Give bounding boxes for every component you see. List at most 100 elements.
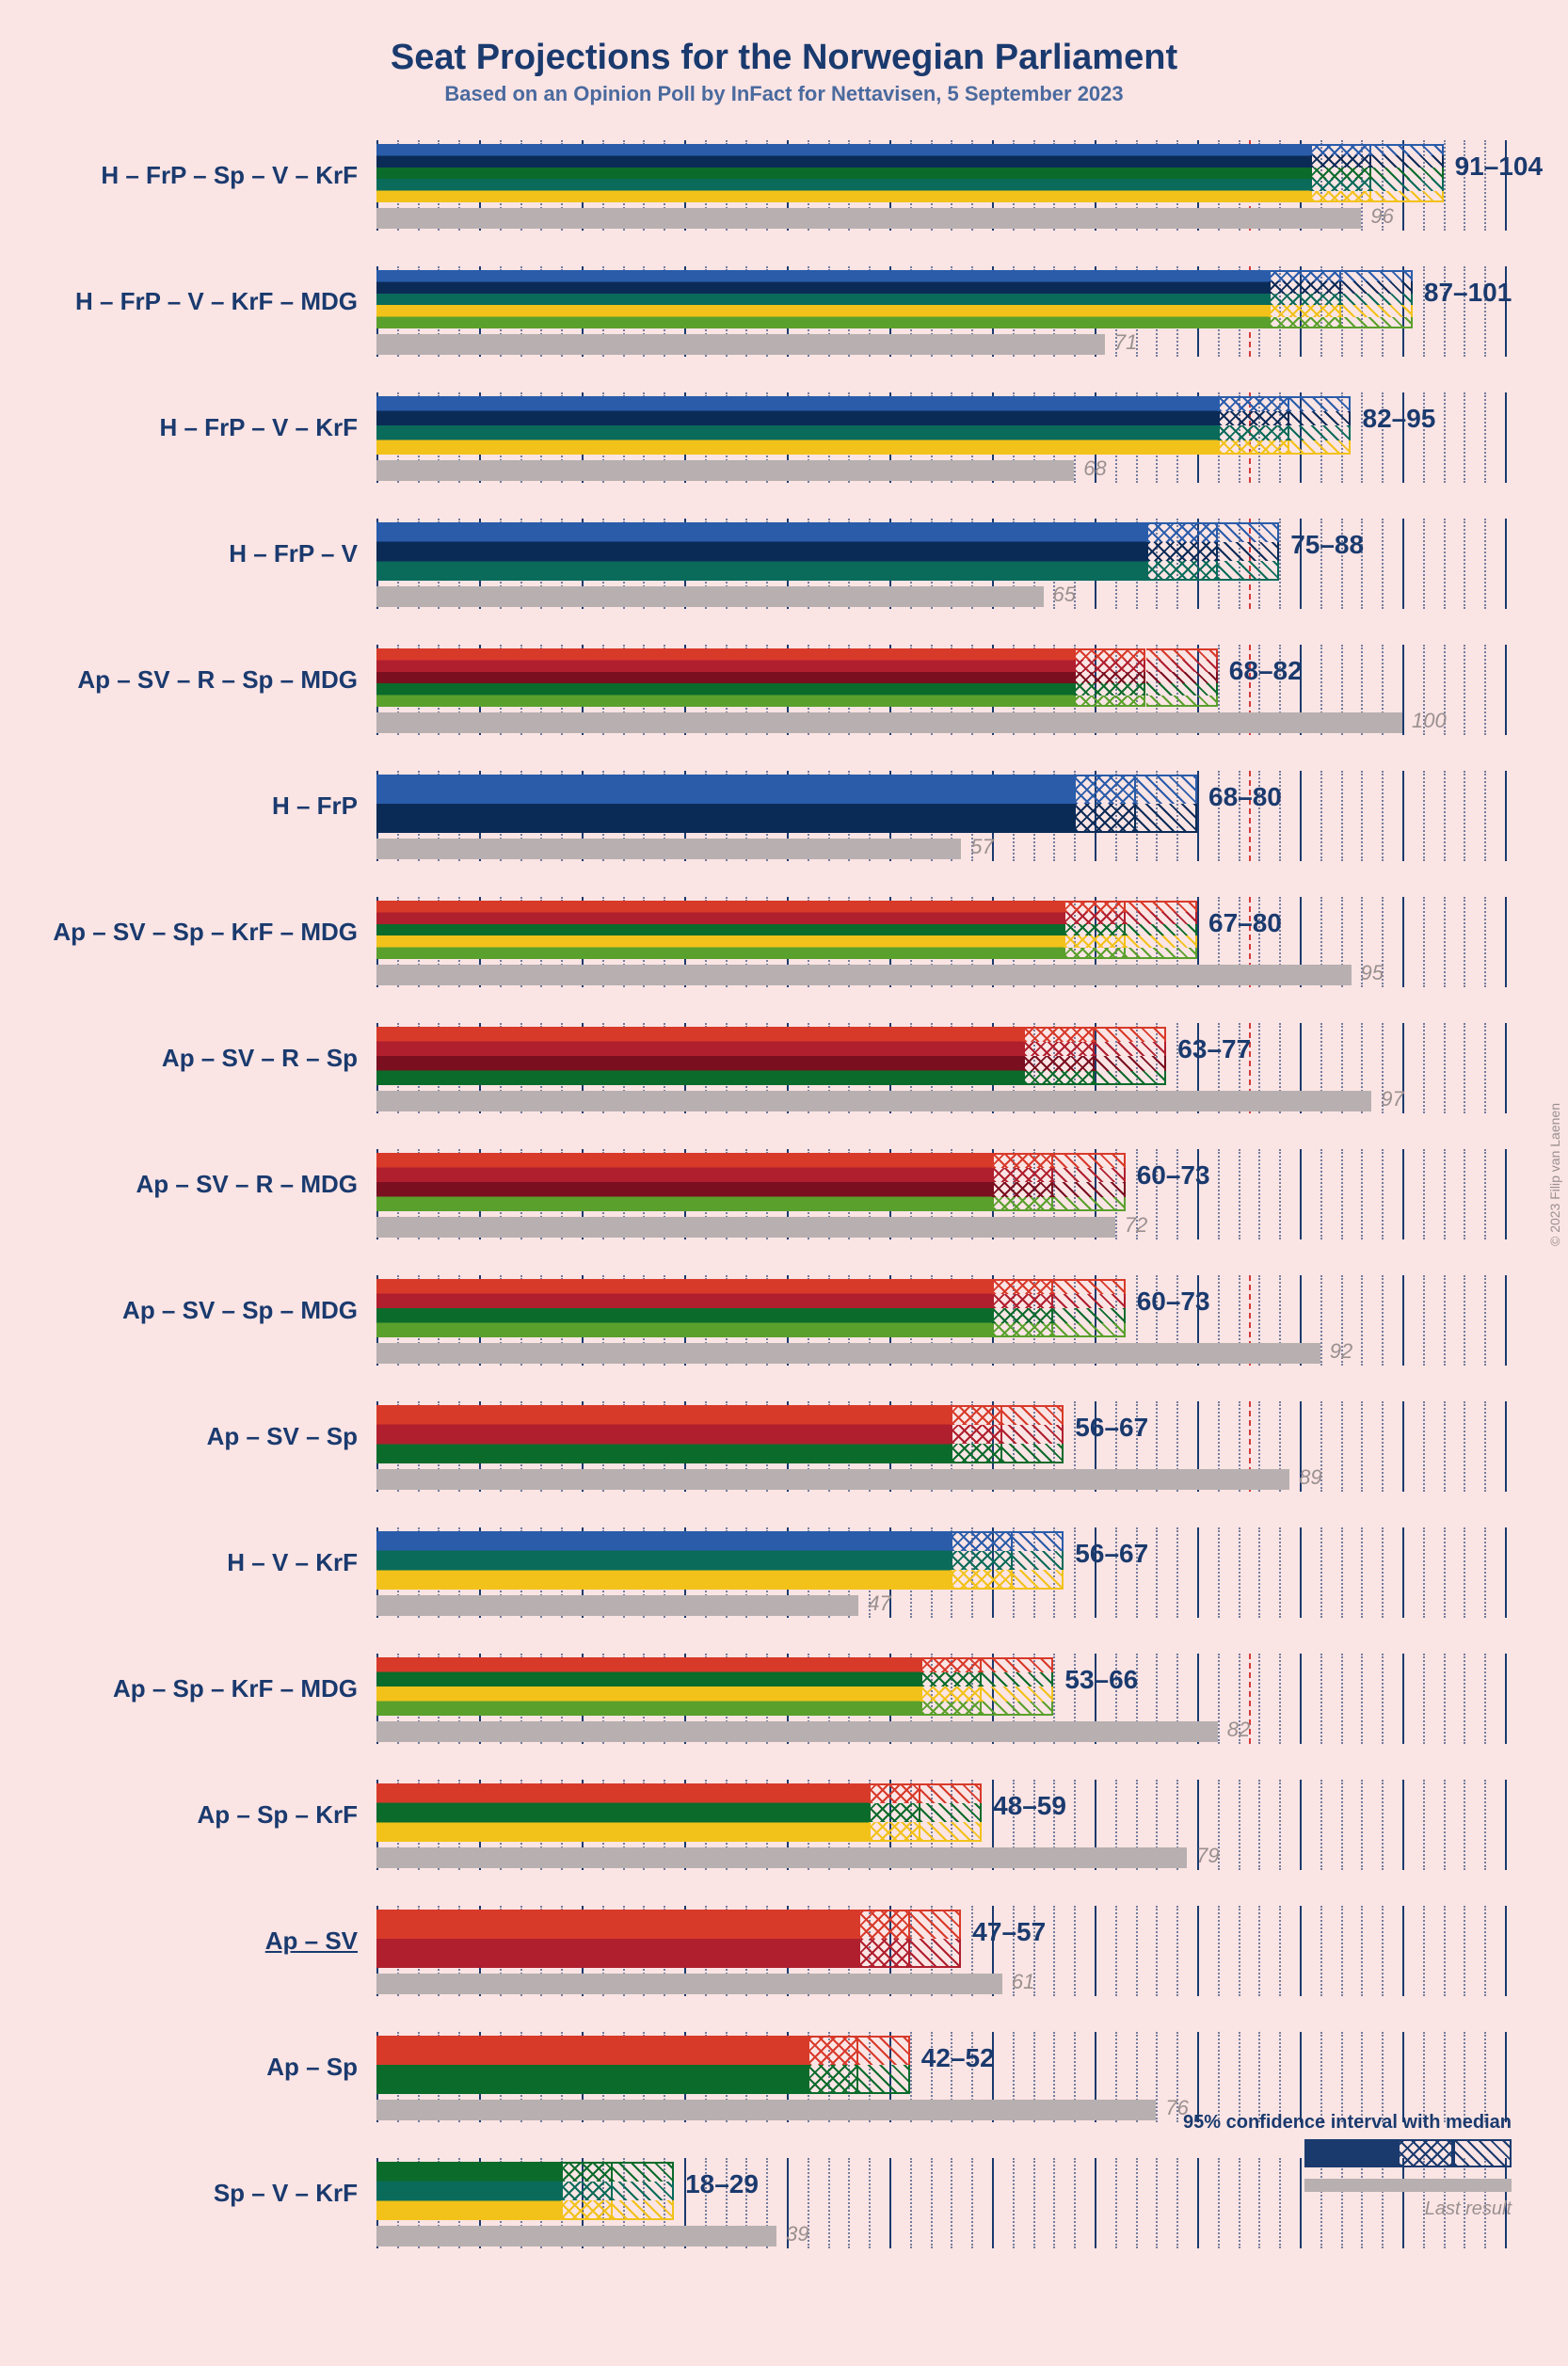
ci-low-median	[1269, 294, 1340, 305]
ci-low-median	[1310, 191, 1371, 202]
ci-median-high	[1095, 1056, 1166, 1071]
coalition-row: Ap – Sp – KrF48–5979	[376, 1772, 1506, 1898]
range-value: 42–52	[921, 2043, 995, 2073]
last-result-value: 68	[1083, 456, 1106, 481]
ci-median-high	[858, 2036, 910, 2065]
last-result-value: 72	[1125, 1213, 1147, 1238]
ci-median-high	[613, 2200, 674, 2220]
coalition-label: Ap – SV – Sp	[207, 1422, 358, 1451]
coalition-row: H – FrP – V – KrF82–9568	[376, 385, 1506, 511]
ci-median-high	[1146, 648, 1218, 660]
last-result-value: 82	[1227, 1718, 1250, 1742]
ci-median-high	[1126, 935, 1197, 947]
ci-median-high	[1146, 695, 1218, 707]
ci-low-median	[920, 1657, 982, 1672]
ci-median-high	[1289, 440, 1351, 456]
ci-low-median	[1074, 804, 1135, 833]
coalition-row: Ap – SV – R – Sp – MDG68–82100	[376, 637, 1506, 763]
range-value: 47–57	[972, 1917, 1046, 1947]
range-value: 18–29	[685, 2169, 759, 2199]
ci-median-high	[1371, 168, 1443, 179]
ci-low-median	[858, 1939, 910, 1968]
ci-median-high	[1136, 775, 1197, 804]
last-result-bar	[376, 712, 1402, 733]
last-result-value: 95	[1361, 961, 1384, 985]
coalition-row: Ap – SV – R – Sp63–7797	[376, 1015, 1506, 1142]
ci-median-high	[1341, 317, 1413, 328]
ci-low-median	[869, 1822, 920, 1842]
projection-bar	[376, 396, 1218, 455]
projection-bar	[376, 144, 1310, 202]
ci-low-median	[951, 1570, 1012, 1590]
ci-low-median	[808, 2036, 859, 2065]
legend-last-label: Last result	[1183, 2198, 1512, 2220]
ci-median-high	[1053, 1182, 1125, 1197]
last-result-bar	[376, 1091, 1371, 1111]
coalition-row: H – FrP – Sp – V – KrF91–10496	[376, 133, 1506, 259]
ci-low-median	[1218, 396, 1289, 411]
ci-median-high	[1053, 1308, 1125, 1323]
ci-low-median	[869, 1803, 920, 1823]
range-value: 91–104	[1455, 152, 1543, 182]
projection-bar	[376, 522, 1146, 581]
coalition-label: Ap – Sp	[266, 2053, 358, 2082]
projection-bar	[376, 1531, 951, 1590]
projection-bar	[376, 2036, 808, 2094]
ci-median-high	[1146, 672, 1218, 683]
ci-median-high	[1053, 1279, 1125, 1294]
last-result-value: 89	[1299, 1465, 1321, 1490]
projection-bar	[376, 1279, 992, 1337]
range-value: 60–73	[1137, 1287, 1210, 1317]
last-result-bar	[376, 1469, 1289, 1490]
ci-low-median	[1064, 924, 1125, 935]
ci-low-median	[992, 1279, 1053, 1294]
ci-low-median	[992, 1153, 1053, 1168]
coalition-label: Ap – Sp – KrF – MDG	[113, 1674, 358, 1703]
ci-low-median	[1146, 542, 1218, 562]
coalition-label: Ap – SV – Sp – MDG	[122, 1296, 358, 1325]
ci-median-high	[1126, 924, 1197, 935]
range-value: 68–80	[1208, 782, 1282, 812]
ci-median-high	[1095, 1071, 1166, 1086]
ci-low-median	[1310, 179, 1371, 190]
last-result-bar	[376, 1217, 1115, 1238]
ci-low-median	[1146, 561, 1218, 581]
ci-median-high	[1013, 1570, 1064, 1590]
ci-low-median	[561, 2200, 613, 2220]
chart-area: H – FrP – Sp – V – KrF91–10496 H – FrP – …	[376, 133, 1506, 2277]
ci-low-median	[1310, 168, 1371, 179]
legend: 95% confidence interval with median Last…	[1183, 2111, 1512, 2220]
last-result-bar	[376, 1974, 1002, 1994]
ci-median-high	[1126, 901, 1197, 912]
coalition-row: Ap – SV47–5761	[376, 1898, 1506, 2024]
range-value: 56–67	[1075, 1413, 1148, 1443]
copyright: © 2023 Filip van Laenen	[1547, 1103, 1562, 1246]
ci-low-median	[1218, 425, 1289, 440]
ci-median-high	[1218, 561, 1279, 581]
ci-low-median	[808, 2065, 859, 2094]
ci-median-high	[1002, 1425, 1064, 1445]
ci-low-median	[1064, 912, 1125, 923]
ci-low-median	[1218, 440, 1289, 456]
coalition-row: Ap – SV – Sp – KrF – MDG67–8095	[376, 889, 1506, 1015]
ci-low-median	[1269, 317, 1340, 328]
last-result-bar	[376, 965, 1352, 985]
ci-low-median	[992, 1294, 1053, 1309]
last-result-bar	[376, 839, 961, 859]
ci-low-median	[951, 1405, 1002, 1425]
coalition-row: H – FrP68–8057	[376, 763, 1506, 889]
range-value: 48–59	[993, 1791, 1066, 1821]
ci-low-median	[1074, 648, 1145, 660]
projection-bar	[376, 270, 1269, 328]
coalition-label: Ap – SV	[265, 1926, 358, 1956]
coalition-row: Ap – SV – Sp – MDG60–7392	[376, 1268, 1506, 1394]
coalition-label: H – FrP	[272, 791, 358, 821]
ci-low-median	[1023, 1027, 1095, 1042]
ci-median-high	[1002, 1444, 1064, 1463]
range-value: 67–80	[1208, 908, 1282, 938]
projection-bar	[376, 901, 1064, 959]
range-value: 56–67	[1075, 1539, 1148, 1569]
ci-low-median	[951, 1425, 1002, 1445]
ci-median-high	[1341, 281, 1413, 293]
ci-median-high	[1136, 804, 1197, 833]
